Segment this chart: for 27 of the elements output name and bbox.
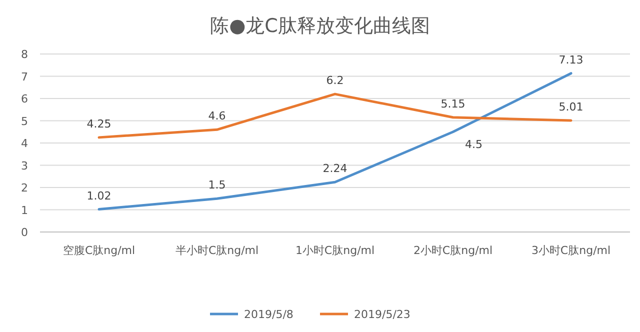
x-tick-label: 2小时C肽ng/ml <box>413 244 493 257</box>
data-label: 4.6 <box>208 110 226 123</box>
x-tick-label: 半小时C肽ng/ml <box>175 244 259 257</box>
data-label: 4.5 <box>465 138 482 151</box>
x-tick-label: 空腹C肽ng/ml <box>62 244 136 257</box>
data-label: 7.13 <box>558 53 584 66</box>
y-tick-label: 5 <box>21 114 28 128</box>
data-label: 5.15 <box>440 97 466 110</box>
y-tick-label: 0 <box>21 226 28 239</box>
legend-label: 2019/5/23 <box>354 308 410 321</box>
y-tick-label: 7 <box>21 70 28 84</box>
title: 陈●龙C肽释放变化曲线图 <box>210 15 430 37</box>
data-label: 1.5 <box>208 178 226 192</box>
data-label: 2.24 <box>322 162 348 176</box>
legend-label: 2019/5/8 <box>244 308 294 321</box>
data-label: 6.2 <box>326 74 344 88</box>
data-label: 4.25 <box>86 117 112 130</box>
y-tick-label: 8 <box>21 48 28 61</box>
y-tick-label: 2 <box>21 182 28 194</box>
x-tick-label: 1小时C肽ng/ml <box>295 244 375 257</box>
y-tick-label: 3 <box>21 159 28 172</box>
y-tick-label: 4 <box>21 137 28 150</box>
y-tick-label: 6 <box>21 92 28 106</box>
data-label: 5.01 <box>558 100 584 114</box>
data-label: 1.02 <box>86 189 112 202</box>
x-tick-label: 3小时C肽ng/ml <box>531 244 611 257</box>
y-tick-label: 1 <box>21 204 28 217</box>
